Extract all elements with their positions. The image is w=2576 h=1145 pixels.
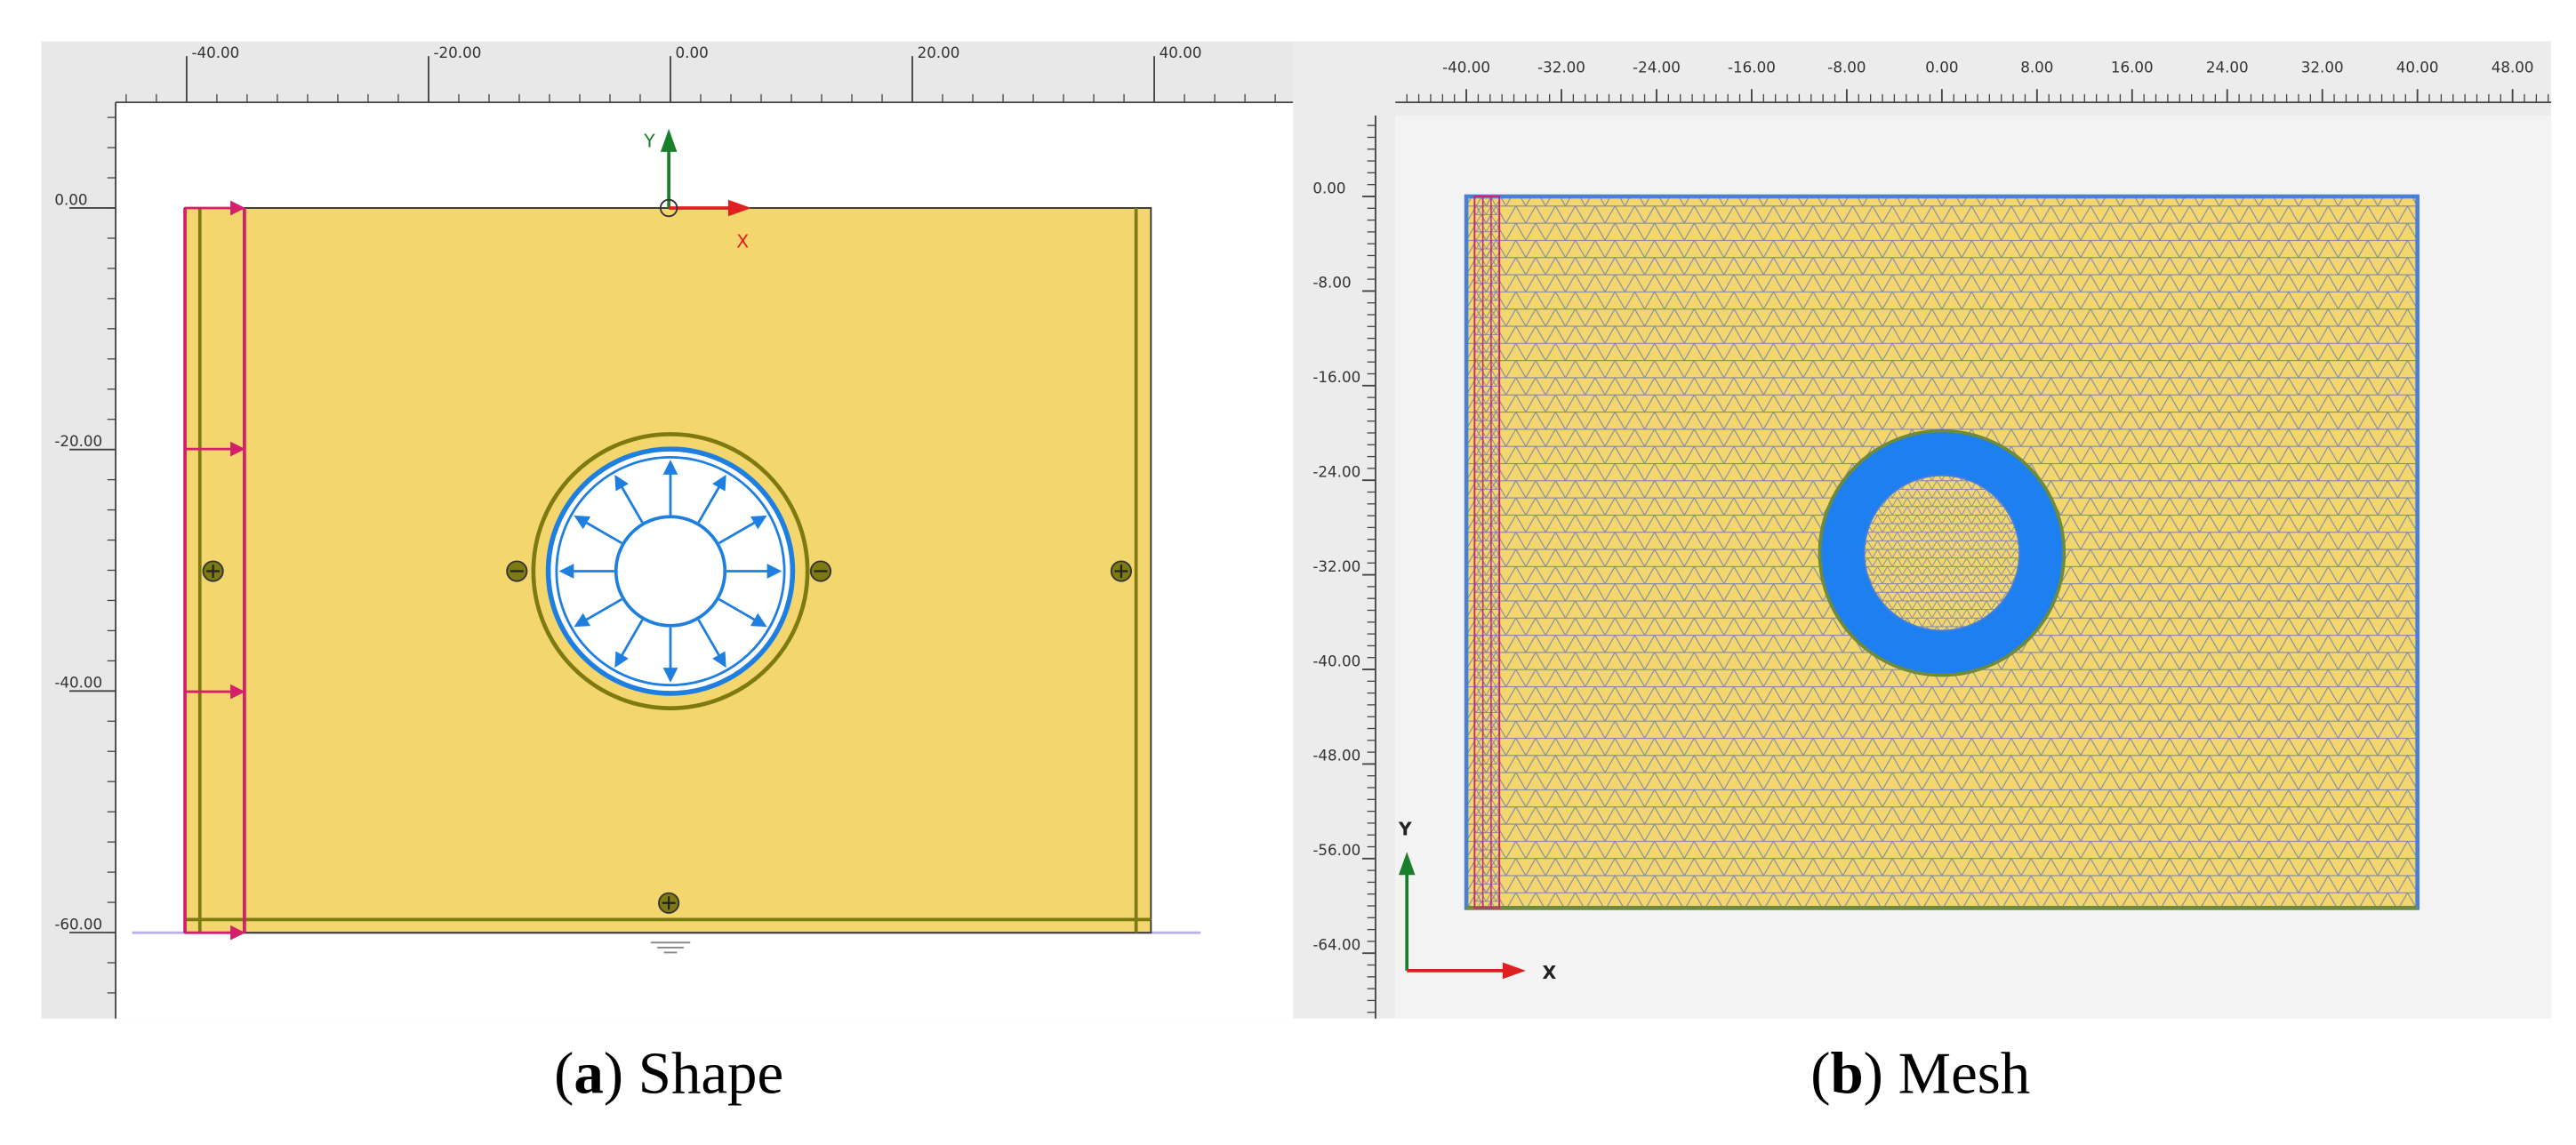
ruler-label: 0.00 <box>676 44 709 61</box>
ruler-label: 48.00 <box>2492 59 2534 76</box>
caption-label: b <box>1831 1040 1864 1106</box>
x-axis-label: X <box>1542 962 1556 983</box>
radial-arrow <box>574 515 623 545</box>
y-axis-label: Y <box>1398 819 1412 840</box>
ruler-label: -40.00 <box>191 44 239 61</box>
ruler-label: -8.00 <box>1827 59 1866 76</box>
boundary-mesh <box>1473 196 1501 909</box>
x-arrow-head <box>727 199 751 217</box>
caption-a: (a) Shape <box>554 1040 783 1106</box>
ruler-label: -64.00 <box>1312 936 1360 954</box>
displacement-arrows <box>185 200 245 941</box>
radial-arrow <box>614 474 644 524</box>
panel-b: Y X <box>1293 41 2552 1019</box>
contraction-arrows <box>558 460 782 683</box>
caption-label: a <box>574 1040 603 1106</box>
origin <box>659 198 678 218</box>
y-arrow-head <box>1398 852 1416 876</box>
ruler-label: -24.00 <box>1633 59 1681 76</box>
tunnel-inner <box>555 455 786 687</box>
ruler-label: 0.00 <box>1312 179 1345 196</box>
radial-arrow <box>718 597 767 628</box>
caption-part: ) Shape <box>604 1040 783 1106</box>
tunnel-core <box>614 515 727 628</box>
ruler-label: -24.00 <box>1312 462 1360 480</box>
ruler-label: -32.00 <box>1312 557 1360 575</box>
ruler-label: -48.00 <box>1312 747 1360 765</box>
radial-arrow <box>574 597 623 628</box>
radial-arrow <box>697 474 726 524</box>
ruler-label: -20.00 <box>54 432 102 450</box>
ruler-label: -60.00 <box>54 915 102 933</box>
x-axis-label: X <box>736 231 749 252</box>
panel-a: Y X <box>41 41 1294 1019</box>
ruler-label: 20.00 <box>918 44 960 61</box>
caption-part: ( <box>554 1040 574 1106</box>
ruler-label: 16.00 <box>2111 59 2154 76</box>
ruler-label: 32.00 <box>2301 59 2344 76</box>
ruler-label: 0.00 <box>1925 59 1958 76</box>
water-symbol <box>650 941 691 954</box>
ruler-label: -16.00 <box>1312 368 1360 386</box>
ruler: -40.00 -32.00 -24.00 -16.00 -8.00 0.00 8.00 16.… <box>1312 59 2552 1019</box>
radial-arrow <box>718 515 767 545</box>
ruler-label: 24.00 <box>2206 59 2249 76</box>
radial-arrow <box>697 619 726 669</box>
ruler-label: -20.00 <box>434 44 482 61</box>
marker-symbols <box>206 564 1128 910</box>
ruler-label: -40.00 <box>54 674 102 692</box>
ruler-label: -16.00 <box>1728 59 1776 76</box>
ruler-label: -32.00 <box>1537 59 1585 76</box>
radial-arrow <box>614 619 644 669</box>
ruler-label: 40.00 <box>1160 44 1202 61</box>
ruler: -40.00 -20.00 0.00 20.00 40.00 0.00 -20.00 -40.… <box>54 44 1294 1019</box>
ruler-label: -8.00 <box>1312 274 1351 292</box>
ruler-label: -56.00 <box>1312 841 1360 859</box>
tunnel-core-mesh <box>1863 474 2021 632</box>
ruler-label: 40.00 <box>2396 59 2439 76</box>
caption-part: ) Mesh <box>1864 1040 2031 1106</box>
ruler-label: -40.00 <box>1312 652 1360 669</box>
y-axis-label: Y <box>643 130 655 151</box>
ruler-label: -40.00 <box>1442 59 1490 76</box>
caption-b: (b) Mesh <box>1810 1040 2030 1106</box>
ruler-label: 8.00 <box>2020 59 2053 76</box>
y-arrow-head <box>660 128 678 152</box>
caption-part: ( <box>1810 1040 1830 1106</box>
ruler-label: 0.00 <box>54 190 87 208</box>
x-arrow-head <box>1502 962 1526 980</box>
boundary-lines <box>1481 196 1492 909</box>
